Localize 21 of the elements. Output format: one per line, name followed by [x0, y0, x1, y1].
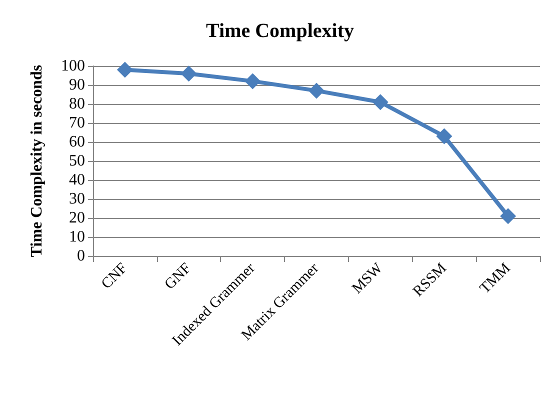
point — [500, 208, 516, 224]
y-tick-label: 100 — [61, 58, 85, 74]
y-tick-label: 70 — [69, 114, 85, 132]
x-tick-label: CNF — [98, 260, 131, 292]
y-tick-label: 30 — [69, 190, 85, 208]
point — [308, 82, 324, 99]
chart-title: Time Complexity — [206, 20, 354, 42]
point — [372, 94, 388, 110]
y-tick-label: 40 — [69, 172, 85, 188]
point — [180, 66, 197, 82]
point — [436, 128, 452, 144]
y-tick-label: 10 — [69, 228, 85, 246]
y-tick-label: 20 — [69, 210, 85, 226]
y-tick-label: 50 — [69, 152, 85, 170]
y-tick-label: 60 — [69, 134, 85, 150]
point — [116, 62, 133, 78]
y-axis-title: Time Complexity in seconds — [28, 64, 46, 258]
point — [244, 73, 261, 90]
y-tick-label: 80 — [69, 96, 85, 112]
y-tick-label: 0 — [77, 248, 85, 264]
y-tick-label: 90 — [69, 76, 85, 94]
